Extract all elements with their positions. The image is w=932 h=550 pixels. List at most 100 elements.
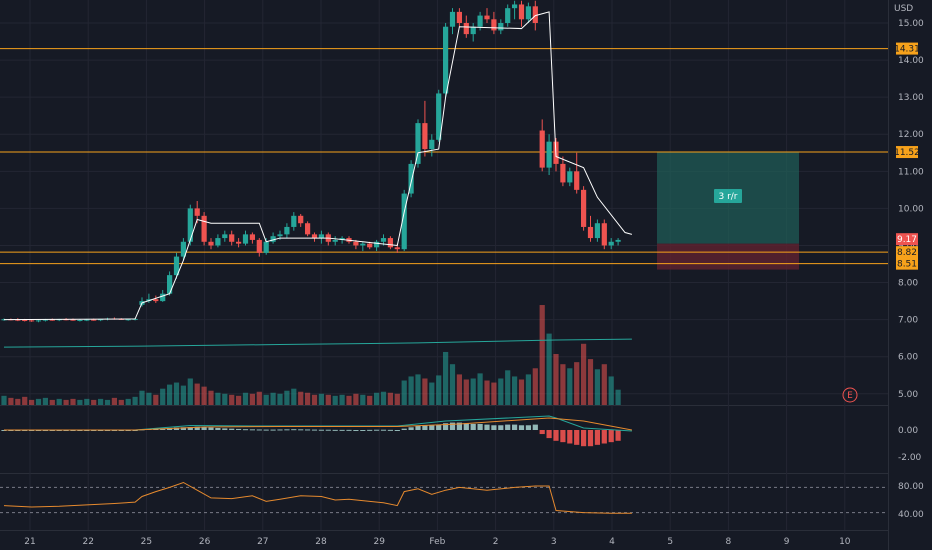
volume-bar xyxy=(118,399,124,405)
volume-bar xyxy=(56,398,62,405)
candle-body xyxy=(332,239,338,242)
level-tag-box xyxy=(896,146,918,159)
candle-body xyxy=(408,163,414,194)
risk-reward-tool[interactable]: 3 r/r xyxy=(657,152,799,270)
volume-bar xyxy=(325,394,331,405)
candle-body xyxy=(505,8,511,23)
volume-bar xyxy=(63,399,69,405)
candle-body xyxy=(291,215,297,227)
volume-bar xyxy=(484,380,490,405)
volume-bar xyxy=(125,398,131,405)
volume-bar xyxy=(380,391,387,405)
volume-bar xyxy=(436,375,442,405)
y-tick-label: 12.00 xyxy=(898,130,924,140)
candle-body xyxy=(35,320,42,322)
candle-body xyxy=(49,319,55,321)
macd-histogram-bar xyxy=(311,429,318,431)
earnings-marker[interactable]: E xyxy=(842,387,858,403)
macd-histogram-bar xyxy=(477,423,483,430)
macd-histogram-bar xyxy=(270,429,276,431)
macd-histogram-bar xyxy=(374,429,380,431)
y-tick-label: 11.00 xyxy=(898,167,924,177)
macd-histogram-bar xyxy=(525,425,531,430)
candle-body xyxy=(318,234,324,239)
candle-body xyxy=(443,26,449,94)
x-tick-label: 21 xyxy=(24,537,35,547)
volume-bar xyxy=(346,395,352,405)
x-tick-label: 22 xyxy=(82,537,93,547)
volume-bar xyxy=(215,392,221,405)
candle-body xyxy=(42,319,48,321)
candle-body xyxy=(387,238,393,248)
volume-bar xyxy=(263,394,269,405)
macd-histogram-bar xyxy=(215,427,221,430)
volume-bar xyxy=(15,398,21,405)
y-tick-label: 13.00 xyxy=(898,93,924,103)
macd-histogram-bar xyxy=(567,430,573,444)
price-tags: 14.31 11.52 8.82 8.51 9.17 xyxy=(894,42,920,270)
macd-histogram-bar xyxy=(456,422,462,430)
volume-bar xyxy=(194,383,200,405)
macd-tick-label: 0.00 xyxy=(898,426,918,436)
candle-body xyxy=(187,208,193,242)
candle-body xyxy=(401,193,407,250)
macd-histogram-bar xyxy=(546,430,552,439)
macd-histogram-bar xyxy=(194,426,200,430)
indicator-lines xyxy=(3,11,633,321)
volume-bar xyxy=(132,396,138,405)
volume-bar xyxy=(249,393,255,405)
volume-bar xyxy=(70,398,76,405)
candle-body xyxy=(532,6,538,24)
volume-bar xyxy=(1,395,7,405)
candle-body xyxy=(560,163,566,183)
volume-bar xyxy=(160,388,166,405)
y-tick-label: 10.00 xyxy=(898,204,924,214)
volume-bar xyxy=(22,396,28,405)
candle-body xyxy=(394,247,400,250)
volume-bar xyxy=(208,390,214,405)
volume-bar xyxy=(201,386,207,405)
volume-bar xyxy=(394,393,400,405)
volume-bar xyxy=(512,376,518,405)
volume-bar xyxy=(518,379,525,405)
x-tick-label: 8 xyxy=(726,537,732,547)
candle-body xyxy=(77,320,83,322)
candle-body xyxy=(429,139,435,150)
volume-bar xyxy=(111,397,117,405)
macd-histogram-bar xyxy=(505,424,511,430)
macd-histogram-bar xyxy=(539,430,545,435)
candle-body xyxy=(512,4,518,9)
volume-bar xyxy=(367,395,373,405)
candle-body xyxy=(167,275,173,294)
pane-separator xyxy=(0,473,888,474)
candle-body xyxy=(208,241,214,246)
candles xyxy=(1,0,621,323)
macd-histogram-bar xyxy=(560,430,566,443)
macd-histogram-bar xyxy=(249,429,255,431)
macd-histogram-bar xyxy=(484,424,490,430)
y-tick-label: 15.00 xyxy=(898,19,924,29)
candle-body xyxy=(160,293,166,302)
volume-bar xyxy=(574,362,580,405)
candle-body xyxy=(374,241,380,248)
volume-bar xyxy=(608,376,614,405)
volume-bar xyxy=(581,343,587,405)
level-tag-box xyxy=(896,246,918,259)
volume-bar xyxy=(360,394,366,405)
x-tick-label: 3 xyxy=(551,537,557,547)
candle-body xyxy=(201,215,207,242)
macd-signal-line xyxy=(4,417,632,431)
volume-bar xyxy=(477,373,483,405)
candle-body xyxy=(84,319,90,321)
rsi-line xyxy=(3,481,632,514)
candle-body xyxy=(256,239,262,253)
candle-body xyxy=(22,320,28,322)
macd-histogram-bar xyxy=(408,427,414,430)
macd-histogram-bar xyxy=(581,430,587,447)
volume-bar xyxy=(463,379,469,405)
volume-bar xyxy=(104,399,111,405)
macd-histogram-bar xyxy=(380,429,387,431)
volume-bar xyxy=(311,394,318,405)
x-tick-label: 26 xyxy=(199,537,211,547)
